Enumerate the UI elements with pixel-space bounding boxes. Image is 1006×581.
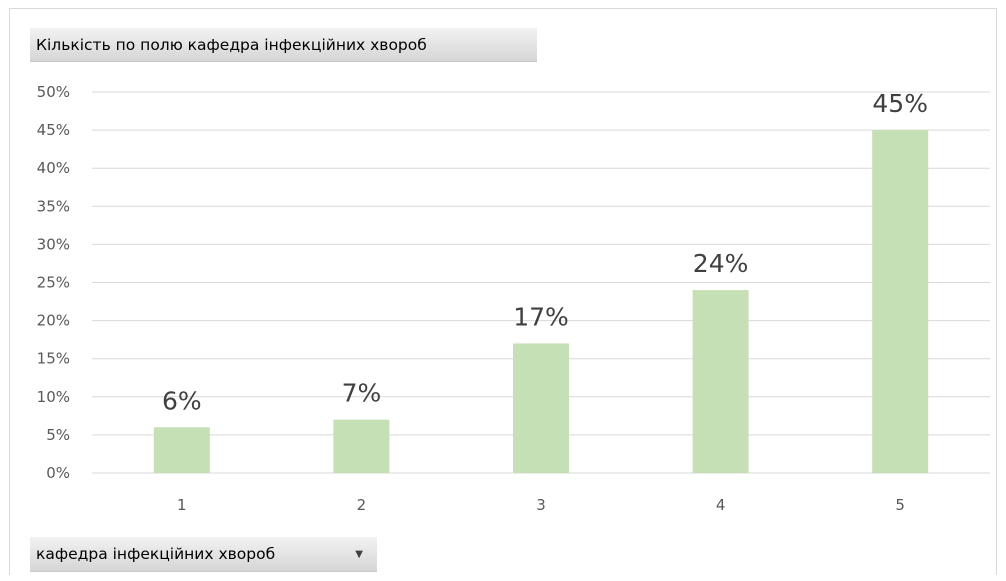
y-tick-label: 0% — [46, 464, 70, 482]
y-tick-label: 5% — [46, 426, 70, 444]
x-tick-label: 3 — [536, 496, 546, 514]
y-tick-label: 15% — [37, 350, 70, 368]
axis-field-button[interactable]: кафедра інфекційних хвороб ▼ — [30, 537, 377, 572]
y-tick-label: 35% — [37, 197, 70, 215]
dropdown-arrow-icon[interactable]: ▼ — [355, 549, 363, 560]
bar[interactable] — [153, 427, 210, 473]
y-tick-label: 50% — [37, 83, 70, 101]
data-label: 17% — [513, 302, 569, 331]
y-tick-label: 45% — [37, 121, 70, 139]
value-field-label: Кількість по полю кафедра інфекційних хв… — [36, 36, 427, 54]
x-tick-label: 4 — [716, 496, 726, 514]
chart-area — [9, 8, 997, 575]
axis-field-label: кафедра інфекційних хвороб — [36, 545, 276, 563]
x-tick-label: 2 — [357, 496, 367, 514]
x-tick-label: 5 — [895, 496, 905, 514]
bar[interactable] — [872, 130, 929, 473]
y-tick-label: 30% — [37, 235, 70, 253]
value-field-button[interactable]: Кількість по полю кафедра інфекційних хв… — [30, 28, 537, 62]
x-tick-label: 1 — [177, 496, 187, 514]
bar[interactable] — [513, 343, 569, 473]
y-tick-label: 40% — [37, 159, 70, 177]
data-label: 6% — [162, 386, 202, 415]
y-tick-label: 10% — [37, 388, 70, 406]
data-label: 45% — [872, 89, 928, 118]
y-tick-label: 25% — [37, 274, 70, 292]
data-label: 7% — [342, 379, 382, 408]
data-label: 24% — [693, 249, 749, 278]
bar[interactable] — [333, 419, 390, 473]
y-tick-label: 20% — [37, 312, 70, 330]
bar[interactable] — [692, 290, 749, 473]
